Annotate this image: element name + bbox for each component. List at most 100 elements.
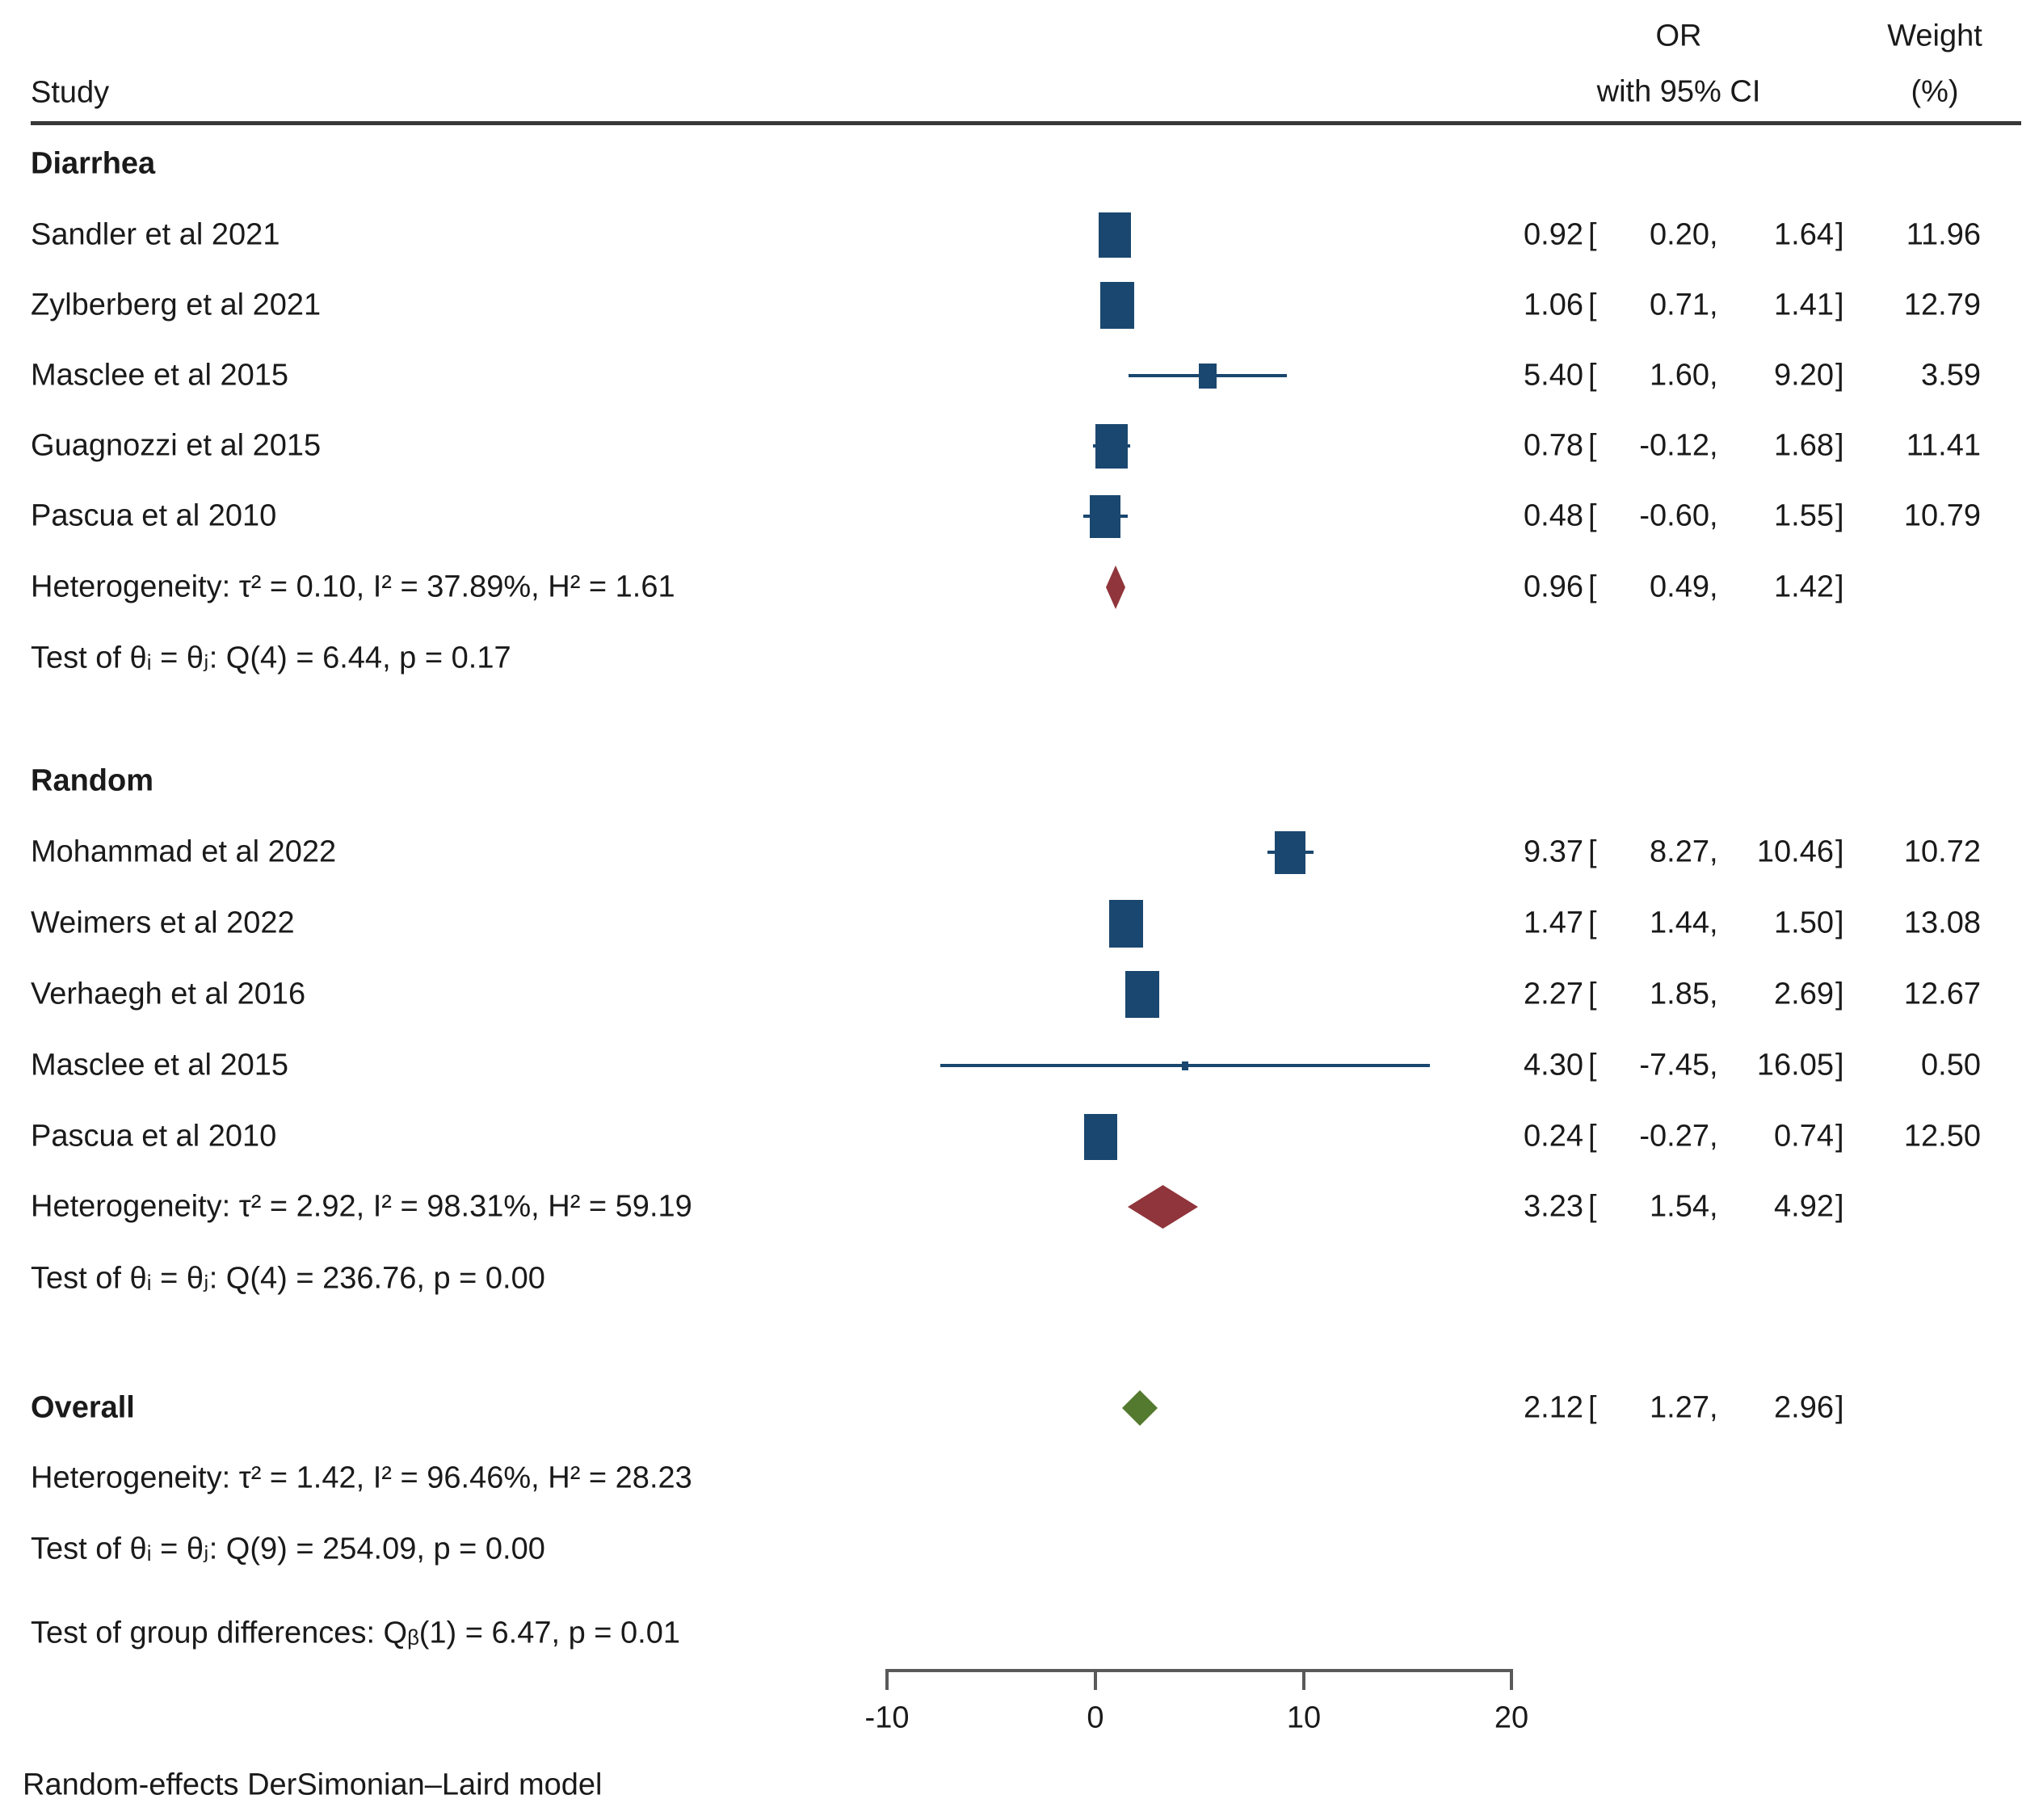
estimate-value: 0.96 (1524, 570, 1583, 604)
weight-value: 3.59 (1921, 358, 1981, 393)
ci-upper: 10.46 (1756, 834, 1834, 869)
comma: , (1709, 217, 1718, 252)
comma: , (1709, 498, 1718, 533)
bracket-close: ] (1835, 906, 1844, 940)
study-label: Masclee et al 2015 (31, 1048, 288, 1082)
weight-value: 10.79 (1903, 498, 1981, 533)
axis-tick (1510, 1669, 1513, 1690)
ci-lower: 0.71 (1650, 288, 1709, 322)
weight-value: 0.50 (1921, 1048, 1981, 1082)
comma: , (1709, 288, 1718, 322)
estimate-value: 1.47 (1524, 906, 1583, 940)
theta-test-note: Test of θᵢ = θⱼ: Q(9) = 254.09, p = 0.00 (31, 1532, 545, 1566)
bracket-close: ] (1835, 1189, 1844, 1224)
theta-test-note: Test of θᵢ = θⱼ: Q(4) = 236.76, p = 0.00 (31, 1261, 545, 1296)
ci-lower: 1.27 (1650, 1390, 1709, 1425)
estimate-value: 0.78 (1524, 428, 1583, 463)
ci-upper: 1.68 (1774, 428, 1834, 463)
bracket-close: ] (1835, 217, 1844, 252)
estimate-value: 2.27 (1524, 977, 1583, 1011)
weight-value: 12.79 (1903, 288, 1981, 322)
column-header-study: Study (31, 75, 110, 110)
heterogeneity-note: Heterogeneity: τ² = 2.92, I² = 98.31%, H… (31, 1189, 692, 1224)
bracket-close: ] (1835, 1390, 1844, 1425)
ci-upper: 1.42 (1774, 570, 1834, 604)
ci-upper: 1.50 (1774, 906, 1834, 940)
bracket-close: ] (1835, 1048, 1844, 1082)
ci-lower: 1.85 (1650, 977, 1709, 1011)
header-rule (31, 121, 2021, 125)
comma: , (1709, 1189, 1718, 1224)
bracket-close: ] (1835, 498, 1844, 533)
bracket-open: [ (1588, 977, 1597, 1011)
heterogeneity-note: Heterogeneity: τ² = 1.42, I² = 96.46%, H… (31, 1461, 692, 1495)
bracket-open: [ (1588, 570, 1597, 604)
study-label: Zylberberg et al 2021 (31, 288, 322, 322)
study-label: Sandler et al 2021 (31, 217, 280, 252)
estimate-value: 4.30 (1524, 1048, 1583, 1082)
ci-upper: 4.92 (1774, 1189, 1834, 1224)
study-label: Masclee et al 2015 (31, 358, 288, 393)
ci-upper: 0.74 (1774, 1119, 1834, 1154)
axis-tick (1094, 1669, 1097, 1690)
effect-square (1182, 1061, 1188, 1070)
ci-upper: 1.41 (1774, 288, 1834, 322)
bracket-open: [ (1588, 498, 1597, 533)
ci-upper: 2.96 (1774, 1390, 1834, 1425)
bracket-close: ] (1835, 428, 1844, 463)
comma: , (1709, 834, 1718, 869)
bracket-open: [ (1588, 358, 1597, 393)
bracket-close: ] (1835, 358, 1844, 393)
weight-value: 11.41 (1906, 428, 1981, 463)
ci-upper: 1.64 (1774, 217, 1834, 252)
bracket-open: [ (1588, 834, 1597, 869)
study-label: Weimers et al 2022 (31, 906, 295, 940)
comma: , (1709, 570, 1718, 604)
ci-lower: 1.60 (1650, 358, 1709, 393)
study-label: Mohammad et al 2022 (31, 834, 337, 869)
estimate-value: 3.23 (1524, 1189, 1583, 1224)
estimate-value: 1.06 (1524, 288, 1583, 322)
ci-lower: 8.27 (1650, 834, 1709, 869)
weight-value: 10.72 (1903, 834, 1981, 869)
bracket-open: [ (1588, 1119, 1597, 1154)
ci-upper: 16.05 (1756, 1048, 1834, 1082)
study-label: Pascua et al 2010 (31, 498, 277, 533)
effect-square (1099, 212, 1131, 258)
heterogeneity-note: Heterogeneity: τ² = 0.10, I² = 37.89%, H… (31, 570, 675, 604)
ci-lower: 0.20 (1650, 217, 1709, 252)
ci-upper: 1.55 (1774, 498, 1834, 533)
effect-square (1125, 971, 1159, 1018)
comma: , (1709, 358, 1718, 393)
summary-diamond (1106, 565, 1125, 609)
summary-diamond (1128, 1185, 1198, 1229)
bracket-close: ] (1835, 977, 1844, 1011)
weight-value: 12.67 (1903, 977, 1981, 1011)
group-difference-note: Test of group differences: Qᵦ(1) = 6.47,… (31, 1616, 680, 1650)
bracket-open: [ (1588, 217, 1597, 252)
bracket-close: ] (1835, 1119, 1844, 1154)
effect-square (1084, 1114, 1117, 1160)
estimate-value: 0.92 (1524, 217, 1583, 252)
comma: , (1709, 906, 1718, 940)
group-label: Random (31, 763, 153, 798)
study-label: Pascua et al 2010 (31, 1119, 277, 1154)
effect-square (1275, 831, 1305, 874)
effect-square (1199, 364, 1217, 389)
axis-tick-label: 10 (1286, 1700, 1322, 1735)
column-header-or-ci: with 95% CI (1596, 74, 1761, 109)
ci-lower: 0.49 (1650, 570, 1709, 604)
bracket-open: [ (1588, 288, 1597, 322)
theta-test-note: Test of θᵢ = θⱼ: Q(4) = 6.44, p = 0.17 (31, 641, 511, 675)
effect-square (1090, 495, 1120, 538)
estimate-value: 0.24 (1524, 1119, 1583, 1154)
ci-upper: 2.69 (1774, 977, 1834, 1011)
bracket-open: [ (1588, 906, 1597, 940)
comma: , (1709, 1048, 1718, 1082)
weight-value: 13.08 (1903, 906, 1981, 940)
weight-value: 11.96 (1906, 217, 1981, 252)
overall-label: Overall (31, 1390, 135, 1425)
ci-lower: -0.60 (1639, 498, 1709, 533)
effect-square (1109, 900, 1143, 948)
